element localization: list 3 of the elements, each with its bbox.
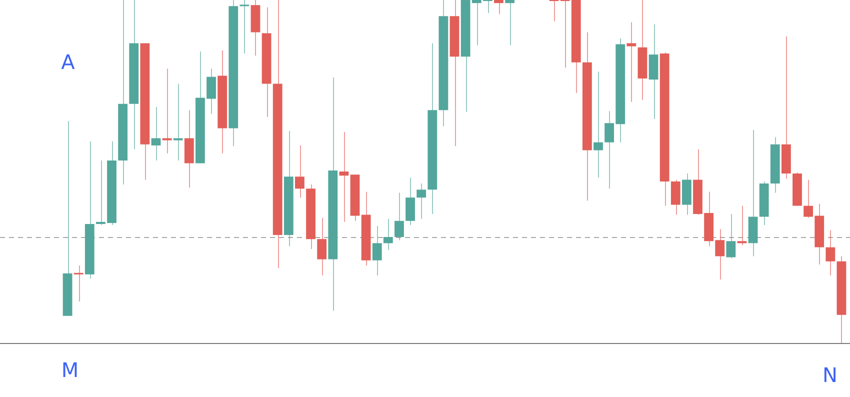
text: M <box>61 358 79 382</box>
text: N <box>822 363 838 387</box>
annotation: A <box>61 50 75 74</box>
